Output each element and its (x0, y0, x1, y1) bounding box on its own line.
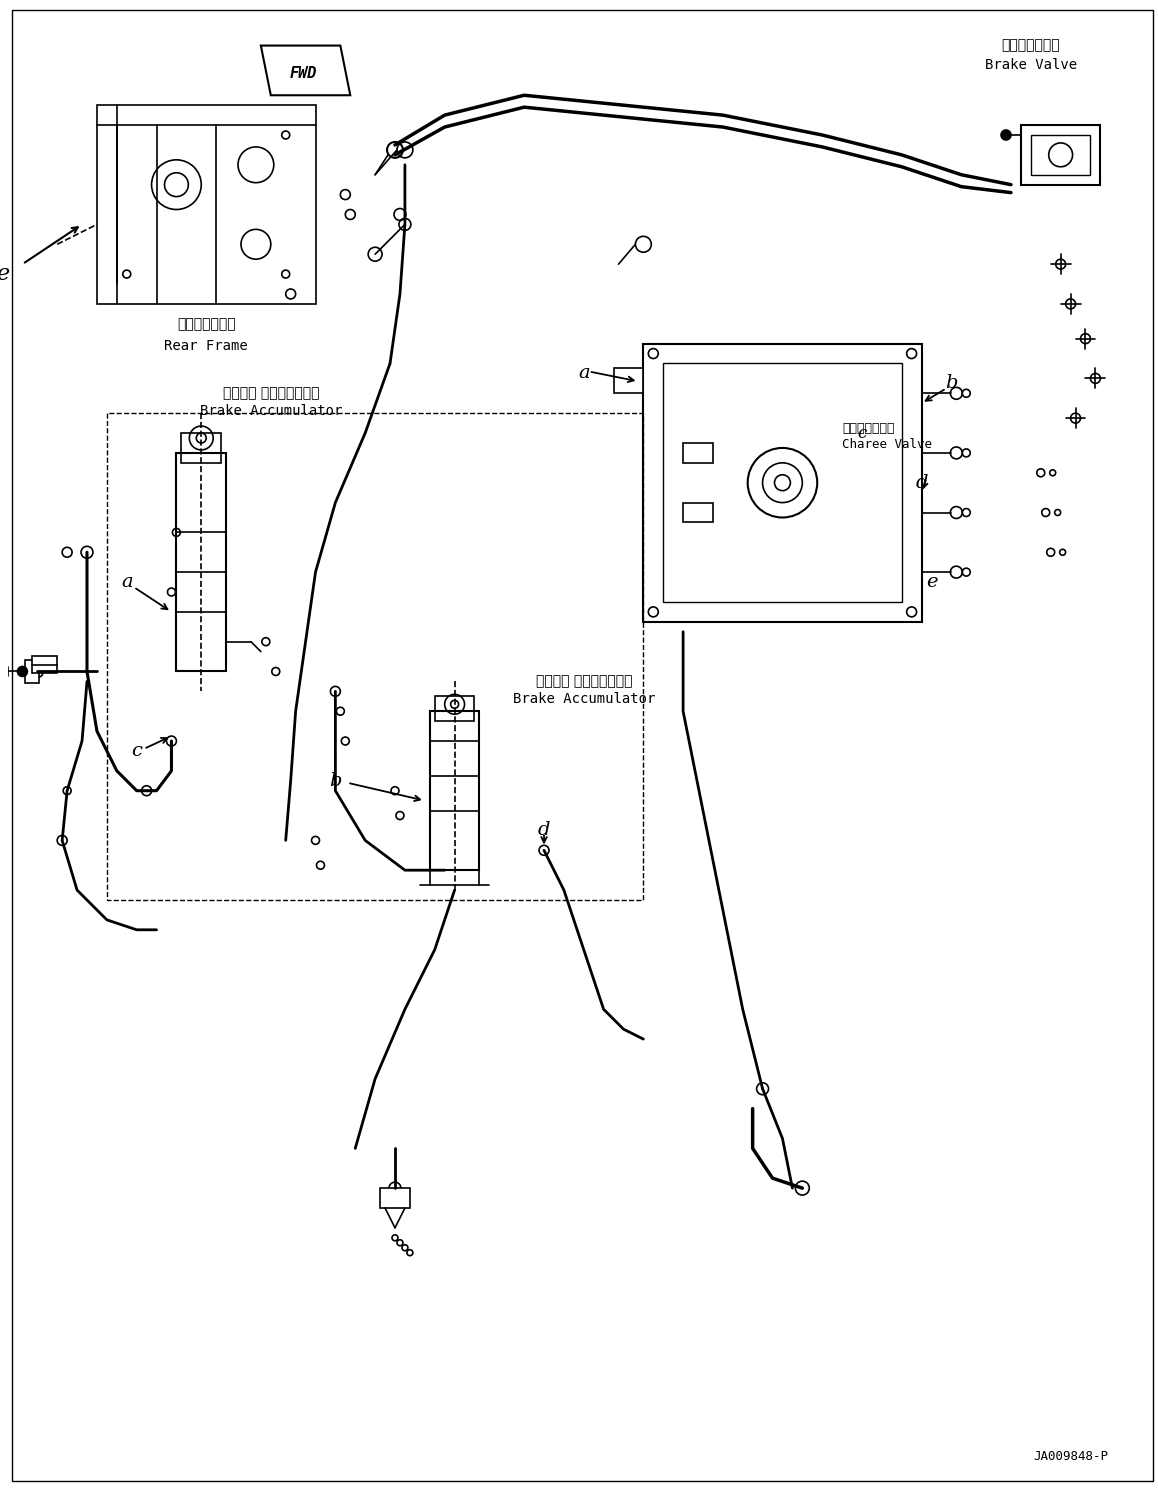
Bar (434, 696, 475, 722)
Text: d: d (537, 822, 550, 839)
Bar (25, 659, 39, 683)
Text: チャージバルブ: チャージバルブ (842, 422, 895, 434)
Text: Brake Accumulator: Brake Accumulator (199, 404, 342, 417)
Bar (664, 364, 902, 602)
Text: Brake Accumulator: Brake Accumulator (513, 692, 655, 707)
Bar (182, 432, 221, 462)
Bar (380, 1188, 410, 1208)
Bar (1021, 125, 1100, 185)
Text: e: e (925, 573, 937, 590)
Circle shape (123, 270, 131, 277)
Text: Charee Valve: Charee Valve (842, 438, 932, 452)
Circle shape (775, 474, 791, 491)
Text: a: a (578, 364, 589, 382)
Circle shape (17, 666, 28, 677)
Text: ブレーキ アキュムレータ: ブレーキ アキュムレータ (535, 674, 632, 689)
Circle shape (281, 270, 290, 277)
Text: a: a (120, 573, 132, 590)
Text: FWD: FWD (290, 66, 317, 81)
Bar (176, 453, 226, 671)
Polygon shape (261, 46, 350, 95)
Bar (644, 343, 922, 622)
Bar (32, 656, 57, 674)
Circle shape (1001, 130, 1011, 140)
Text: Rear Frame: Rear Frame (164, 338, 248, 352)
Text: リヤーフレーム: リヤーフレーム (177, 316, 235, 331)
Text: ブレーキ アキュムレータ: ブレーキ アキュムレータ (222, 386, 320, 400)
Bar (430, 711, 479, 871)
Text: e: e (0, 262, 9, 285)
Text: b: b (945, 374, 958, 392)
Circle shape (281, 131, 290, 139)
Text: Brake Valve: Brake Valve (984, 58, 1077, 73)
Text: JA009848-P: JA009848-P (1033, 1449, 1108, 1463)
Bar (683, 443, 713, 462)
Bar (97, 106, 315, 304)
Text: c: c (131, 743, 142, 760)
Text: b: b (329, 772, 342, 790)
Text: c: c (857, 425, 866, 441)
Bar (683, 502, 713, 522)
Text: ブレーキバルブ: ブレーキバルブ (1002, 39, 1060, 52)
Text: d: d (915, 474, 928, 492)
Bar (614, 368, 644, 394)
Bar (1031, 136, 1091, 174)
